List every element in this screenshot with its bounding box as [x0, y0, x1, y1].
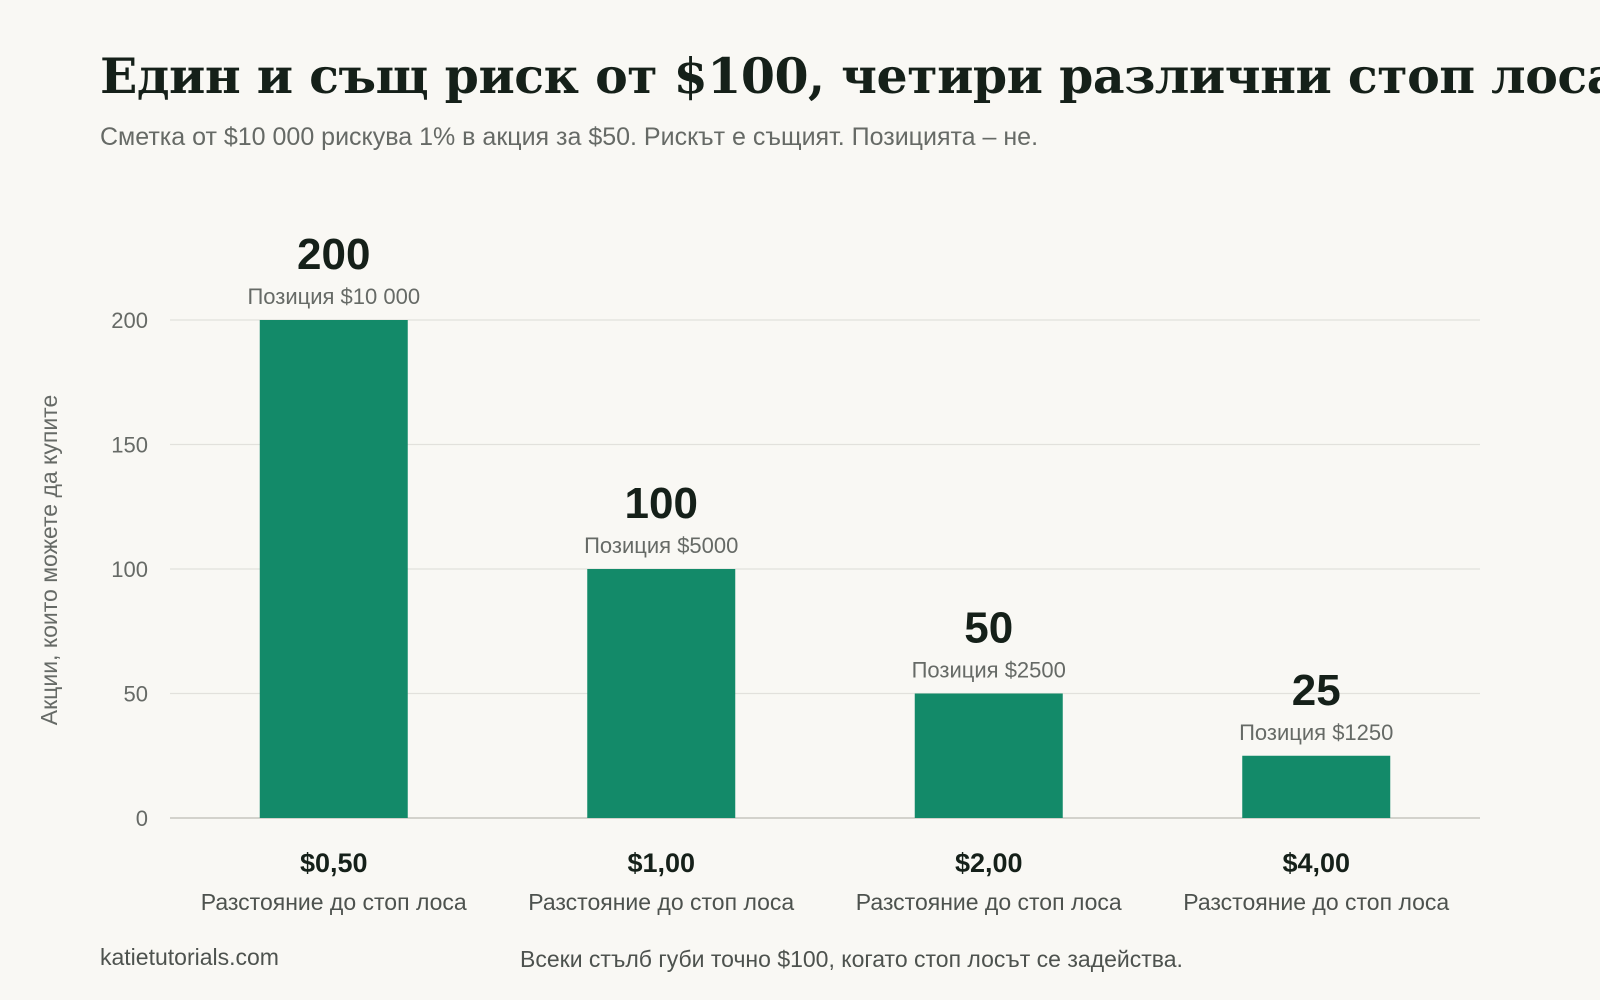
bar-value-label: 200 [297, 230, 370, 279]
source-credit: katietutorials.com [100, 944, 279, 970]
footer-note: Всеки стълб губи точно $100, когато стоп… [520, 946, 1183, 972]
x-axis-ticks: $0,50 Разстояние до стоп лоса $1,00 Разстоя… [201, 848, 1450, 915]
bar-labels: 200 Позиция $10 000 100 Позиция $5000 50 Пози… [247, 230, 1393, 745]
y-tick-label: 50 [124, 682, 148, 707]
bar [914, 693, 1063, 818]
bar-value-label: 50 [964, 604, 1013, 653]
x-tick-label: $1,00 [627, 848, 695, 878]
x-tick-label: $0,50 [300, 848, 368, 878]
y-tick-label: 0 [136, 806, 148, 831]
x-tick-sublabel: Разстояние до стоп лоса [528, 889, 794, 915]
bar-position-annotation: Позиция $2500 [912, 658, 1066, 683]
y-axis-label: Акции, които можете да купите [36, 395, 62, 725]
bar-value-label: 25 [1292, 666, 1341, 715]
chart-title: Един и същ риск от $100, четири различни… [100, 47, 1600, 105]
y-tick-label: 200 [111, 308, 148, 333]
x-tick-label: $4,00 [1282, 848, 1350, 878]
bar-position-annotation: Позиция $5000 [584, 533, 738, 558]
bar [587, 569, 736, 818]
x-tick-sublabel: Разстояние до стоп лоса [201, 889, 467, 915]
x-tick-sublabel: Разстояние до стоп лоса [1183, 889, 1449, 915]
bars [259, 320, 1391, 818]
chart-subtitle: Сметка от $10 000 рискува 1% в акция за … [100, 123, 1039, 151]
bar-position-annotation: Позиция $1250 [1239, 720, 1393, 745]
y-axis-ticks: 0 50 100 150 200 [111, 308, 148, 831]
x-tick-sublabel: Разстояние до стоп лоса [856, 889, 1122, 915]
bar [1242, 755, 1391, 818]
bar-value-label: 100 [625, 479, 698, 528]
x-tick-label: $2,00 [955, 848, 1023, 878]
y-tick-label: 100 [111, 557, 148, 582]
bar [259, 320, 408, 818]
bar-position-annotation: Позиция $10 000 [247, 284, 420, 309]
y-tick-label: 150 [111, 433, 148, 458]
